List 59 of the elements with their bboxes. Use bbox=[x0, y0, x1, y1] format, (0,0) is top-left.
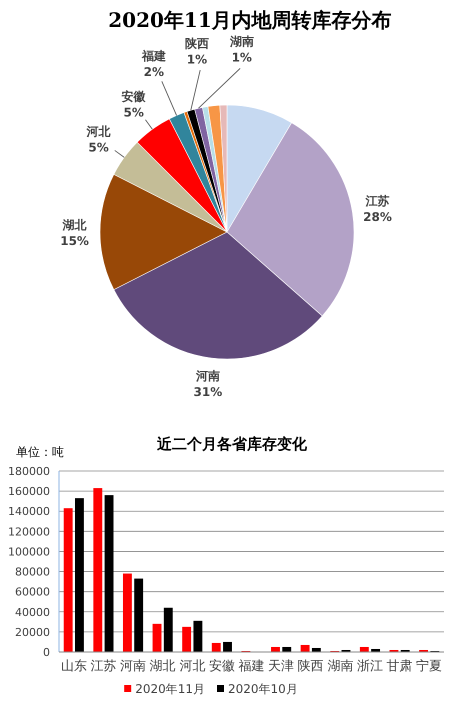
data-label: 31% bbox=[194, 385, 222, 400]
x-tick-label: 河南 bbox=[120, 659, 146, 674]
slice-label: 河北 bbox=[86, 124, 112, 139]
x-tick-label: 湖北 bbox=[150, 659, 176, 674]
bar bbox=[93, 488, 102, 652]
bar bbox=[164, 608, 173, 652]
data-label: 5% bbox=[124, 106, 144, 120]
data-label: 28% bbox=[363, 210, 392, 224]
data-label: 15% bbox=[60, 234, 89, 248]
y-tick-label: 120000 bbox=[8, 525, 50, 538]
chart-title: 近二个月各省库存变化 bbox=[156, 435, 308, 453]
x-tick-label: 陕西 bbox=[298, 659, 324, 674]
data-label: 5% bbox=[88, 140, 109, 155]
y-tick-label: 40000 bbox=[15, 606, 50, 619]
y-tick-label: 60000 bbox=[15, 586, 50, 599]
bar bbox=[64, 508, 73, 652]
slice-label: 湖北 bbox=[62, 218, 88, 232]
chart-title: 2020年11月内地周转库存分布 bbox=[108, 8, 392, 32]
bar bbox=[212, 642, 221, 652]
x-tick-label: 天津 bbox=[268, 659, 294, 674]
data-label: 2% bbox=[144, 64, 164, 79]
bar bbox=[122, 574, 132, 652]
x-tick-label: 江苏 bbox=[90, 659, 116, 674]
data-label: 1% bbox=[232, 50, 252, 64]
slice-label: 福建 bbox=[140, 48, 166, 63]
bar bbox=[300, 644, 310, 652]
bar bbox=[182, 626, 192, 652]
slice-label: 江苏 bbox=[364, 194, 390, 208]
x-tick-label: 福建 bbox=[238, 659, 264, 674]
x-tick-label: 浙江 bbox=[356, 659, 383, 674]
bar bbox=[152, 624, 162, 652]
slice-label: 安徽 bbox=[122, 90, 147, 104]
y-tick-label: 100000 bbox=[8, 545, 50, 558]
y-tick-label: 140000 bbox=[8, 505, 50, 518]
bar bbox=[271, 646, 280, 652]
slice-label: 河南 bbox=[194, 369, 220, 384]
data-label: 1% bbox=[186, 52, 208, 66]
y-tick-label: 80000 bbox=[15, 566, 50, 579]
bar bbox=[104, 495, 114, 652]
x-tick-label: 山东 bbox=[60, 659, 87, 674]
x-tick-label: 湖南 bbox=[327, 659, 354, 674]
y-axis-title: 单位：吨 bbox=[16, 445, 64, 459]
bar bbox=[360, 646, 369, 652]
y-tick-label: 0 bbox=[43, 646, 50, 659]
x-tick-label: 甘肃 bbox=[386, 659, 413, 674]
bar bbox=[193, 620, 202, 652]
y-tick-label: 180000 bbox=[8, 465, 50, 478]
x-tick-label: 宁夏 bbox=[416, 658, 442, 674]
x-tick-label: 河北 bbox=[179, 659, 206, 674]
legend-label: 2020年11月 bbox=[135, 682, 205, 696]
y-tick-label: 20000 bbox=[15, 626, 50, 639]
y-tick-label: 160000 bbox=[8, 485, 50, 498]
bar bbox=[74, 498, 84, 652]
slice-label: 湖南 bbox=[228, 34, 254, 48]
bar bbox=[134, 578, 144, 652]
legend-label: 2020年10月 bbox=[228, 682, 298, 696]
x-tick-label: 安徽 bbox=[208, 658, 235, 674]
slice-label: 陕西 bbox=[184, 36, 209, 50]
bar bbox=[223, 642, 232, 652]
